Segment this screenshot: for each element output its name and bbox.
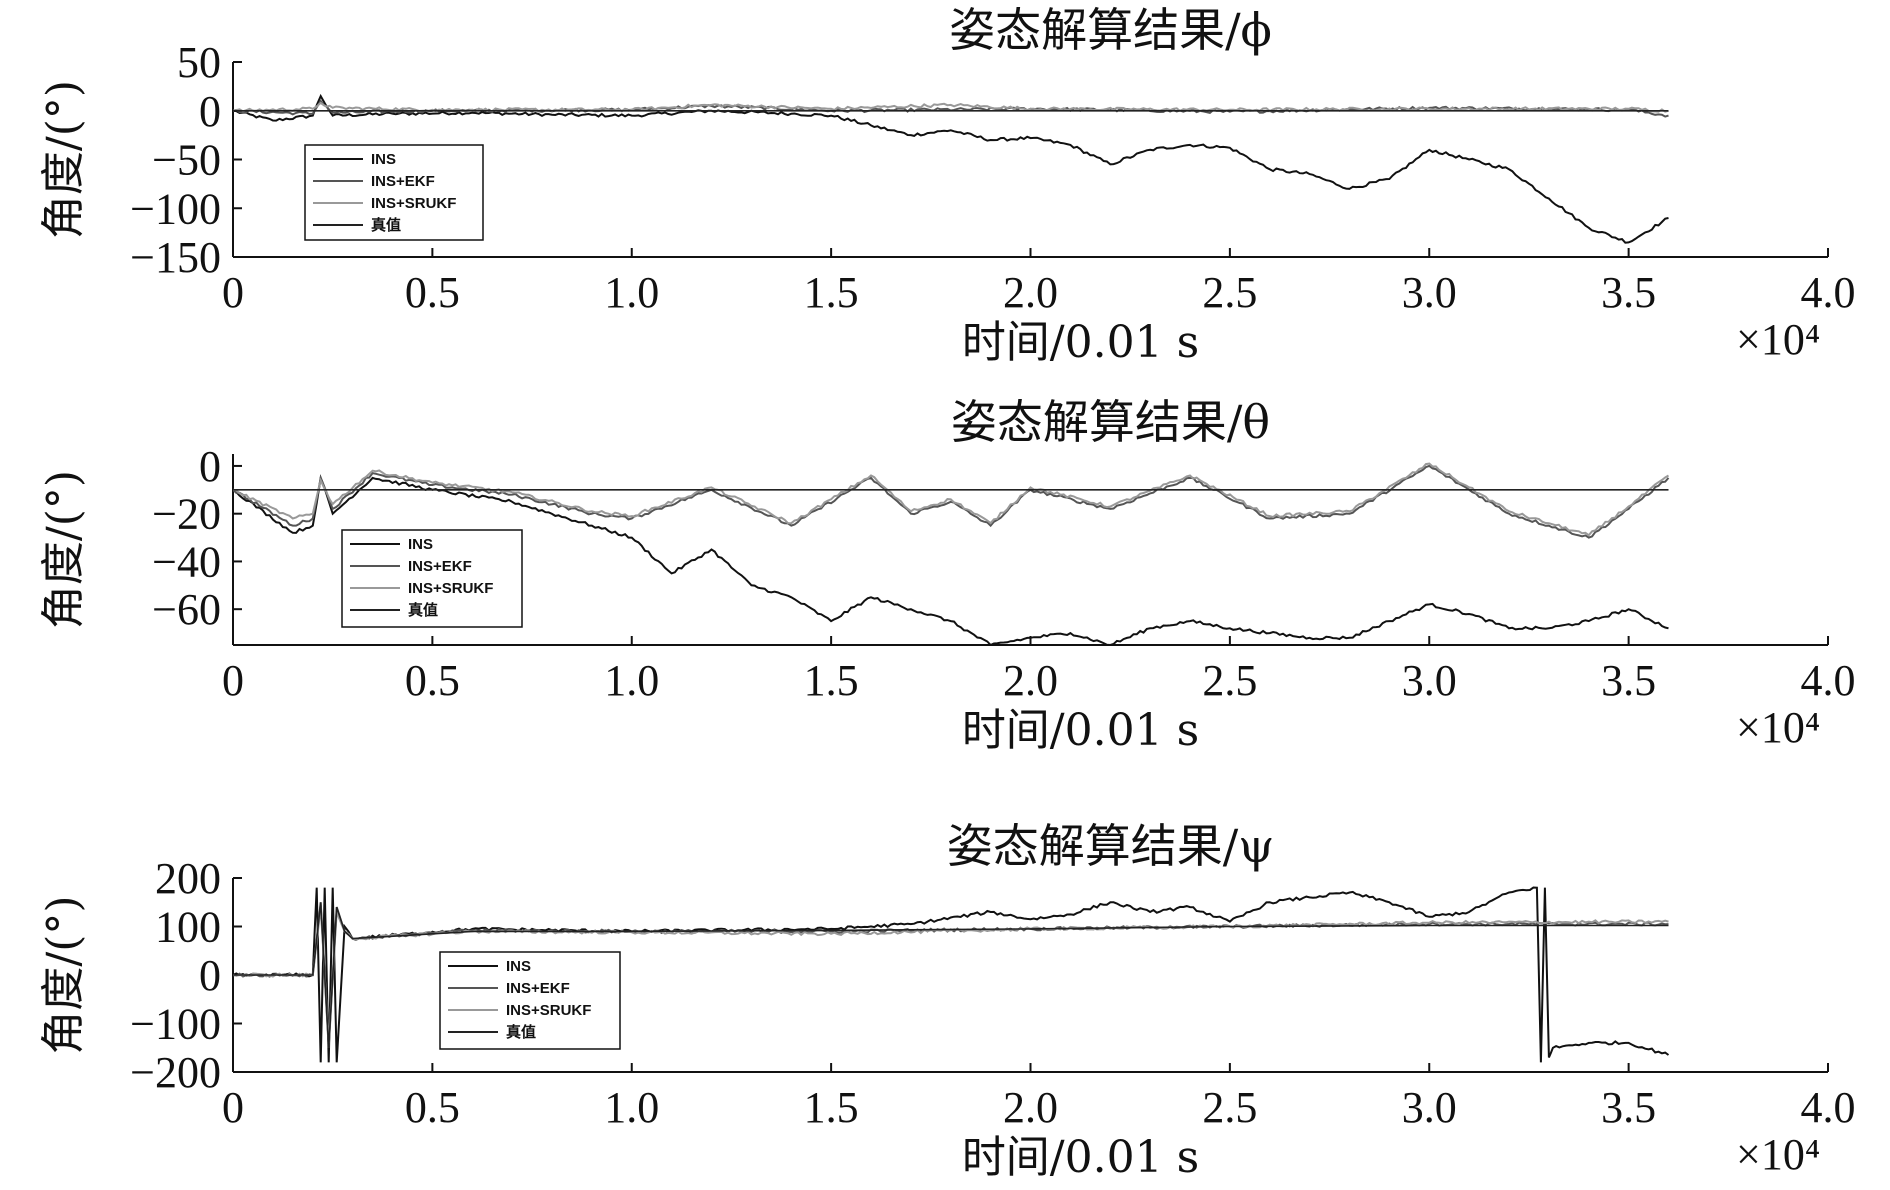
series-line-3: [233, 902, 1669, 1048]
y-tick-label: 100: [155, 903, 221, 952]
y-tick-label: −200: [130, 1048, 221, 1097]
y-axis-label: 角度/(°): [38, 470, 89, 629]
chart-panel-1: 姿态解算结果/ϕ0 0.5 1.0 1.5 2.0 2.5 3.0 3.5 4.0500−50−…: [38, 3, 1856, 368]
x-tick-label: 1.0: [604, 1083, 659, 1132]
x-tick-label: 2.5: [1202, 1083, 1257, 1132]
x-tick-label: 3.0: [1402, 1083, 1457, 1132]
x-tick-label: 0.5: [405, 1083, 460, 1132]
y-tick-label: 0: [199, 87, 221, 136]
x-tick-label: 0.5: [405, 656, 460, 705]
y-tick-label: 200: [155, 854, 221, 903]
x-tick-label: 2.5: [1202, 656, 1257, 705]
x-tick-label: 0: [222, 1083, 244, 1132]
legend-label: 真值: [371, 216, 401, 234]
x-tick-label: 1.0: [604, 656, 659, 705]
legend-label: 真值: [408, 601, 438, 619]
legend-label: INS+SRUKF: [506, 1002, 591, 1019]
series-line-0: [233, 93, 1669, 244]
y-tick-label: −50: [152, 136, 221, 185]
x-tick-label: 2.0: [1003, 656, 1058, 705]
y-tick-label: 50: [177, 38, 221, 87]
y-tick-label: −20: [152, 490, 221, 539]
series-line-0: [233, 886, 1670, 1063]
x-tick-label: 3.5: [1601, 656, 1656, 705]
legend-label: INS+EKF: [371, 173, 435, 190]
plot-area: [233, 886, 1670, 1063]
chart-panel-2: 姿态解算结果/θ0 0.5 1.0 1.5 2.0 2.5 3.0 3.5 4.00−20−40…: [38, 395, 1856, 756]
series-line-1: [233, 464, 1670, 539]
x-tick-label: 1.5: [804, 1083, 859, 1132]
x-tick-label: 4.0: [1801, 1083, 1856, 1132]
series-line-0: [233, 474, 1669, 645]
x-tick-label: 2.5: [1202, 268, 1257, 317]
legend: INS INS+EKF INS+SRUKF 真值: [439, 951, 621, 1050]
chart-title: 姿态解算结果/ψ: [947, 819, 1275, 873]
legend-label: INS: [371, 151, 396, 168]
x-axis-label: 时间/0.01 s: [962, 1132, 1199, 1183]
x-exponent-label: ×10⁴: [1736, 703, 1820, 752]
y-tick-label: 0: [199, 951, 221, 1000]
legend-label: INS+SRUKF: [408, 580, 493, 597]
x-axis-label: 时间/0.01 s: [962, 317, 1199, 368]
x-tick-label: 0: [222, 268, 244, 317]
x-tick-label: 1.5: [804, 656, 859, 705]
chart-panel-3: 姿态解算结果/ψ0 0.5 1.0 1.5 2.0 2.5 3.0 3.5 4.02001000…: [38, 819, 1856, 1183]
y-axis-label: 角度/(°): [38, 895, 89, 1054]
x-exponent-label: ×10⁴: [1736, 315, 1820, 364]
x-tick-label: 2.0: [1003, 268, 1058, 317]
legend-label: INS: [506, 958, 531, 975]
y-tick-label: 0: [199, 442, 221, 491]
y-tick-label: −40: [152, 537, 221, 586]
legend-label: 真值: [506, 1023, 536, 1041]
plot-area: [233, 462, 1670, 645]
x-tick-label: 3.5: [1601, 1083, 1656, 1132]
series-line-2: [233, 101, 1669, 113]
x-tick-label: 1.0: [604, 268, 659, 317]
legend-label: INS+SRUKF: [371, 195, 456, 212]
x-tick-label: 1.5: [804, 268, 859, 317]
x-tick-label: 4.0: [1801, 656, 1856, 705]
x-exponent-label: ×10⁴: [1736, 1130, 1820, 1179]
x-tick-label: 3.0: [1402, 656, 1457, 705]
y-tick-label: −60: [152, 585, 221, 634]
series-line-2: [233, 462, 1670, 537]
plot-area: [233, 93, 1669, 244]
chart-title: 姿态解算结果/ϕ: [949, 3, 1272, 57]
legend: INS INS+EKF INS+SRUKF 真值: [341, 529, 523, 628]
legend-label: INS+EKF: [408, 558, 472, 575]
x-tick-label: 4.0: [1801, 268, 1856, 317]
y-tick-label: −100: [130, 1000, 221, 1049]
legend: INS INS+EKF INS+SRUKF 真值: [304, 144, 484, 241]
legend-label: INS: [408, 536, 433, 553]
legend-label: INS+EKF: [506, 980, 570, 997]
x-axis-label: 时间/0.01 s: [962, 705, 1199, 756]
chart-title: 姿态解算结果/θ: [951, 395, 1270, 449]
y-tick-label: −150: [130, 233, 221, 282]
x-tick-label: 0.5: [405, 268, 460, 317]
y-axis-label: 角度/(°): [38, 80, 89, 239]
x-tick-label: 2.0: [1003, 1083, 1058, 1132]
y-tick-label: −100: [130, 184, 221, 233]
x-tick-label: 3.0: [1402, 268, 1457, 317]
x-tick-label: 3.5: [1601, 268, 1656, 317]
x-tick-label: 0: [222, 656, 244, 705]
